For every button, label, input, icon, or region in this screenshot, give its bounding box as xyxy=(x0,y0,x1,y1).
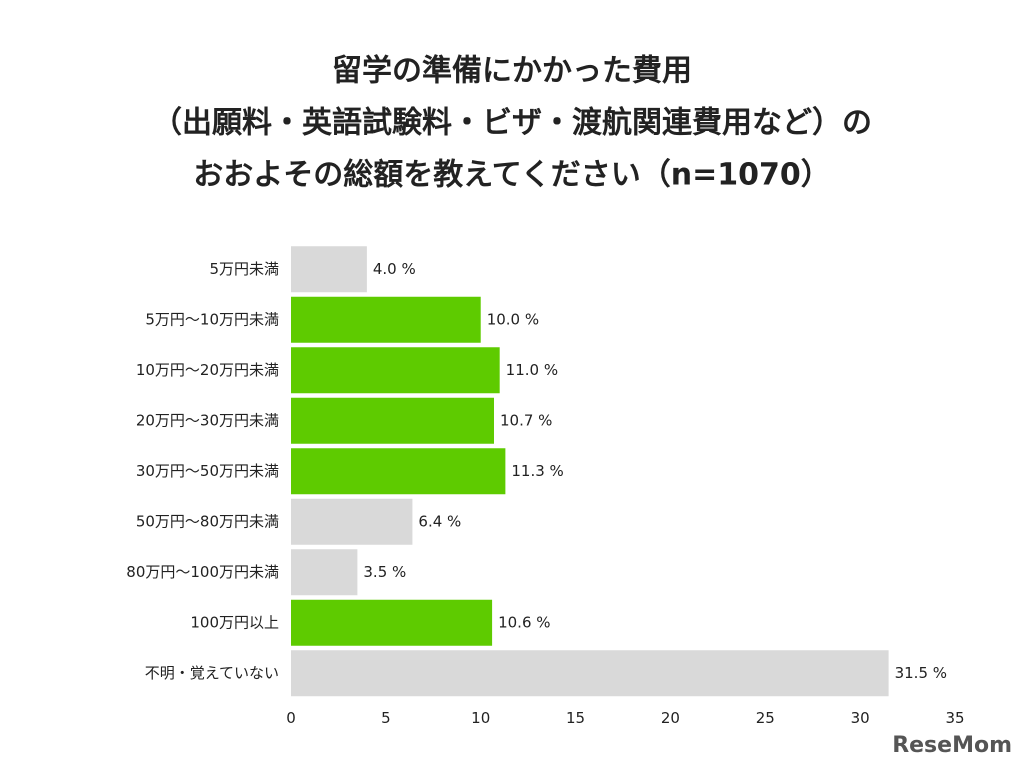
y-tick-label: 5万円未満 xyxy=(209,260,279,278)
y-tick-label: 5万円〜10万円未満 xyxy=(145,310,279,328)
bar xyxy=(291,246,367,293)
x-tick-label: 35 xyxy=(945,709,964,727)
value-label: 6.4 % xyxy=(418,512,461,530)
x-tick-label: 30 xyxy=(851,709,870,727)
bar xyxy=(291,296,481,343)
chart-title: （出願料・英語試験料・ビザ・渡航関連費用など）の xyxy=(152,106,872,141)
y-tick-label: 80万円〜100万円未満 xyxy=(126,563,279,581)
x-tick-label: 0 xyxy=(286,709,296,727)
bar xyxy=(291,498,413,545)
y-tick-label: 20万円〜30万円未満 xyxy=(136,411,279,429)
value-label: 3.5 % xyxy=(363,563,406,581)
bar xyxy=(291,650,889,697)
y-tick-label: 30万円〜50万円未満 xyxy=(136,462,279,480)
y-tick-label: 不明・覚えていない xyxy=(145,664,279,682)
bar xyxy=(291,549,358,596)
bar xyxy=(291,448,506,495)
chart-title: 留学の準備にかかった費用 xyxy=(332,54,692,89)
value-label: 10.0 % xyxy=(487,310,539,328)
value-label: 31.5 % xyxy=(895,664,947,682)
value-label: 4.0 % xyxy=(373,260,416,278)
watermark: ReseMom xyxy=(892,733,1012,758)
y-tick-label: 10万円〜20万円未満 xyxy=(136,361,279,379)
value-label: 11.3 % xyxy=(511,462,563,480)
bar xyxy=(291,397,494,444)
y-tick-label: 100万円以上 xyxy=(190,613,279,631)
x-tick-label: 5 xyxy=(381,709,391,727)
x-tick-label: 10 xyxy=(471,709,490,727)
bar xyxy=(291,599,493,646)
x-tick-label: 15 xyxy=(566,709,585,727)
value-label: 11.0 % xyxy=(506,361,558,379)
y-tick-label: 50万円〜80万円未満 xyxy=(136,512,279,530)
value-label: 10.7 % xyxy=(500,411,552,429)
x-tick-label: 25 xyxy=(756,709,775,727)
bar xyxy=(291,347,500,394)
value-label: 10.6 % xyxy=(498,613,550,631)
x-tick-label: 20 xyxy=(661,709,680,727)
chart-title: おおよその総額を教えてください（n=1070） xyxy=(193,158,831,193)
